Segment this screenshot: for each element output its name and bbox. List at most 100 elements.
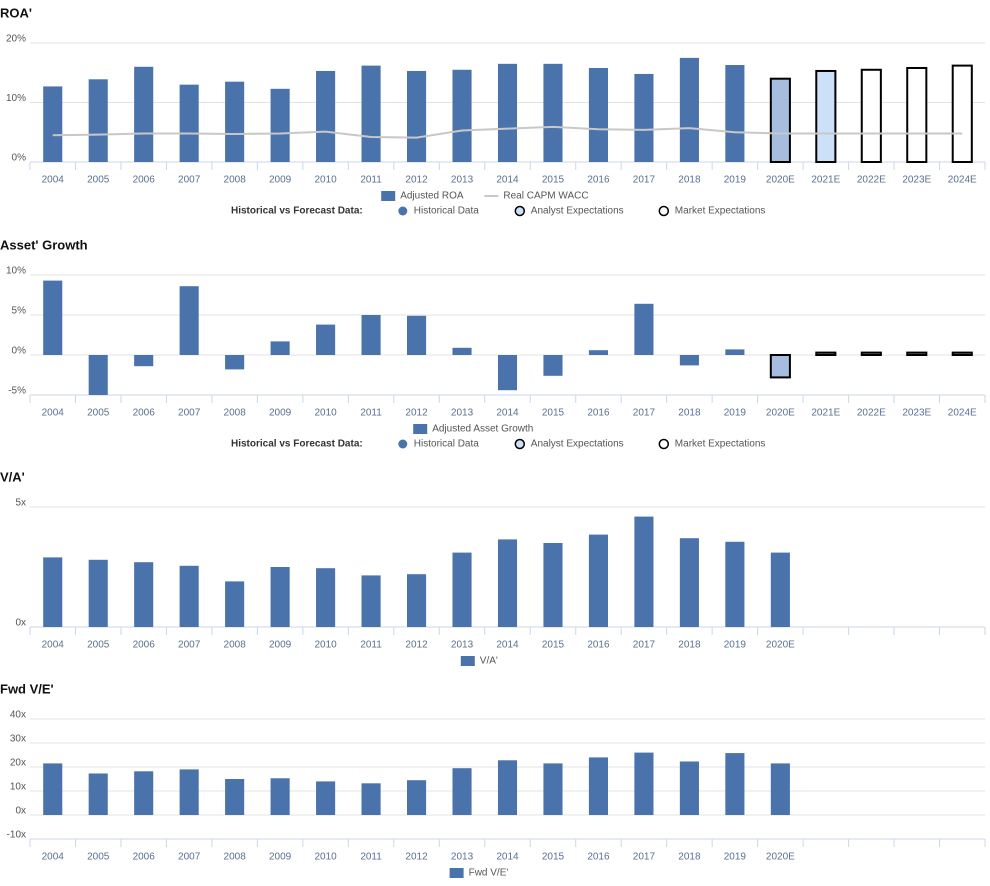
legend-label: Market Expectations — [675, 206, 766, 217]
bar — [270, 88, 290, 162]
x-tick-label: 2014 — [496, 175, 519, 186]
bar — [406, 315, 427, 355]
bar — [860, 351, 882, 357]
x-tick-label: 2017 — [633, 175, 656, 186]
x-tick-label: 2006 — [133, 852, 156, 863]
bar — [88, 773, 108, 815]
x-tick-label: 2023E — [902, 175, 931, 186]
x-tick-label: 2007 — [178, 175, 201, 186]
x-tick-label: 2021E — [811, 175, 840, 186]
bar — [679, 355, 699, 366]
x-tick-label: 2024E — [948, 408, 977, 419]
bar — [43, 557, 63, 627]
legend-swatch — [460, 656, 475, 666]
x-tick-label: 2010 — [314, 408, 337, 419]
x-tick-label: 2016 — [587, 640, 610, 651]
legend-swatch — [449, 868, 464, 878]
bar — [634, 516, 654, 627]
bar — [951, 351, 973, 357]
x-tick-label: 2022E — [857, 175, 886, 186]
bar — [225, 779, 245, 815]
bar — [452, 69, 472, 162]
x-tick-label: 2011 — [360, 852, 382, 863]
x-tick-label: 2015 — [542, 408, 565, 419]
x-tick-label: 2016 — [587, 175, 610, 186]
legend-marker — [398, 206, 408, 216]
legend-marker — [658, 438, 670, 450]
bar — [43, 763, 63, 815]
bar — [134, 562, 154, 627]
x-tick-label: 2013 — [451, 640, 474, 651]
bar — [134, 66, 154, 162]
forecast-legend-title: Historical vs Forecast Data: — [231, 439, 363, 450]
x-tick-label: 2004 — [42, 408, 65, 419]
x-tick-label: 2017 — [633, 640, 656, 651]
chart-title: V/A' — [0, 469, 25, 484]
bar — [361, 783, 381, 815]
x-tick-label: 2015 — [542, 852, 565, 863]
bar — [679, 538, 699, 627]
bar — [406, 574, 427, 627]
x-tick-label: 2012 — [405, 408, 428, 419]
y-tick-label: 40x — [10, 710, 26, 721]
bar — [634, 752, 654, 815]
legend-label: Historical Data — [414, 206, 479, 217]
legend-label: V/A' — [480, 656, 498, 667]
bar — [225, 581, 245, 627]
x-tick-label: 2007 — [178, 852, 201, 863]
legend-label: Analyst Expectations — [531, 206, 624, 217]
bar — [679, 57, 699, 162]
x-tick-label: 2013 — [451, 852, 474, 863]
bar — [497, 760, 518, 815]
bar — [452, 552, 472, 627]
y-tick-label: 5% — [12, 306, 27, 317]
x-tick-label: 2014 — [496, 640, 519, 651]
x-tick-label: 2018 — [678, 408, 701, 419]
bar — [316, 568, 336, 627]
x-tick-label: 2005 — [87, 175, 110, 186]
x-tick-label: 2007 — [178, 640, 201, 651]
legend-marker — [514, 205, 526, 217]
x-tick-label: 2008 — [224, 640, 247, 651]
x-tick-label: 2020E — [766, 852, 795, 863]
bar — [43, 280, 63, 355]
x-tick-label: 2019 — [724, 175, 747, 186]
bar — [179, 286, 199, 355]
bar — [406, 70, 427, 162]
bar — [588, 67, 609, 162]
x-tick-label: 2011 — [360, 640, 382, 651]
legend-label: Adjusted Asset Growth — [432, 424, 533, 435]
legend-swatch — [413, 424, 428, 434]
bar — [906, 66, 928, 163]
x-tick-label: 2009 — [269, 852, 292, 863]
bar — [725, 541, 745, 627]
y-tick-label: 0x — [15, 618, 26, 629]
bar — [679, 761, 699, 815]
bar — [497, 63, 518, 163]
bar — [88, 355, 108, 395]
x-tick-label: 2020E — [766, 175, 795, 186]
bar — [179, 565, 199, 627]
x-tick-label: 2023E — [902, 408, 931, 419]
y-tick-label: 0% — [12, 153, 27, 164]
legend-label: Historical Data — [414, 439, 479, 450]
x-tick-label: 2006 — [133, 175, 156, 186]
bar — [906, 351, 928, 357]
bar — [543, 763, 563, 815]
x-tick-label: 2012 — [405, 852, 428, 863]
bar — [452, 347, 472, 355]
x-tick-label: 2008 — [224, 175, 247, 186]
x-tick-label: 2008 — [224, 852, 247, 863]
bar — [725, 349, 745, 355]
bar — [43, 86, 63, 162]
y-tick-label: 10% — [6, 93, 26, 104]
x-tick-label: 2013 — [451, 408, 474, 419]
bar — [770, 552, 790, 627]
bar — [725, 753, 745, 815]
bar — [588, 534, 609, 627]
x-tick-label: 2015 — [542, 175, 565, 186]
x-tick-label: 2006 — [133, 640, 156, 651]
y-tick-label: 0% — [12, 346, 27, 357]
bar — [588, 350, 609, 355]
